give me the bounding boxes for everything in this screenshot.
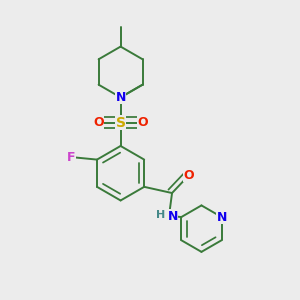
Text: O: O xyxy=(184,169,194,182)
Text: O: O xyxy=(93,116,104,129)
Text: N: N xyxy=(167,210,178,223)
Text: H: H xyxy=(156,210,165,220)
Text: N: N xyxy=(216,211,227,224)
Text: O: O xyxy=(138,116,148,129)
Text: F: F xyxy=(68,151,76,164)
Text: S: S xyxy=(116,116,126,130)
Text: N: N xyxy=(116,91,126,104)
